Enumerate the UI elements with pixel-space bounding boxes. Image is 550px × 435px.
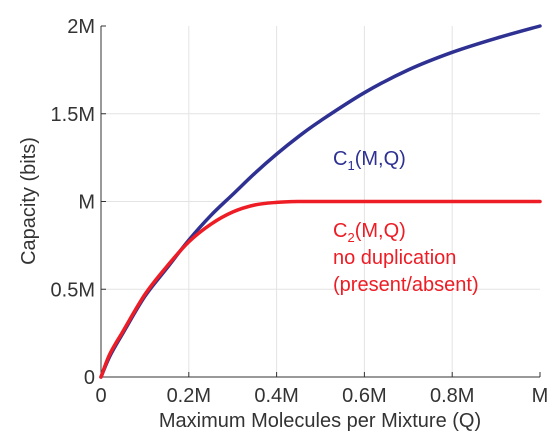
y-tick-label-1: 0.5M — [51, 279, 95, 301]
ticks: 0 0.2M 0.4M 0.6M 0.8M M 0 0.5M M 1.5M 2M — [51, 16, 549, 407]
x-tick-label-2: 0.4M — [254, 385, 298, 407]
series-label-2-line-2: (present/absent) — [333, 274, 479, 296]
y-tick-label-0: 0 — [84, 367, 95, 389]
y-axis-title: Capacity (bits) — [18, 137, 40, 265]
series-label-1: C1(M,Q) — [333, 148, 406, 173]
y-tick-label-4: 2M — [67, 16, 95, 38]
series-lines — [99, 24, 542, 379]
y-tick-label-2: M — [78, 192, 95, 214]
x-tick-label-5: M — [532, 385, 549, 407]
x-axis-title: Maximum Molecules per Mixture (Q) — [159, 410, 481, 432]
series-labels: C1(M,Q) C2(M,Q)no duplication (present/abs… — [333, 148, 479, 296]
y-tick-label-3: 1.5M — [51, 104, 95, 126]
x-tick-label-1: 0.2M — [167, 385, 211, 407]
x-tick-label-0: 0 — [95, 385, 106, 407]
series-line-2 — [99, 199, 542, 379]
series-label-2-line-1: no duplication — [333, 247, 456, 269]
x-tick-label-3: 0.6M — [342, 385, 386, 407]
series-label-2: C2(M,Q) — [333, 220, 406, 245]
x-tick-label-4: 0.8M — [430, 385, 474, 407]
